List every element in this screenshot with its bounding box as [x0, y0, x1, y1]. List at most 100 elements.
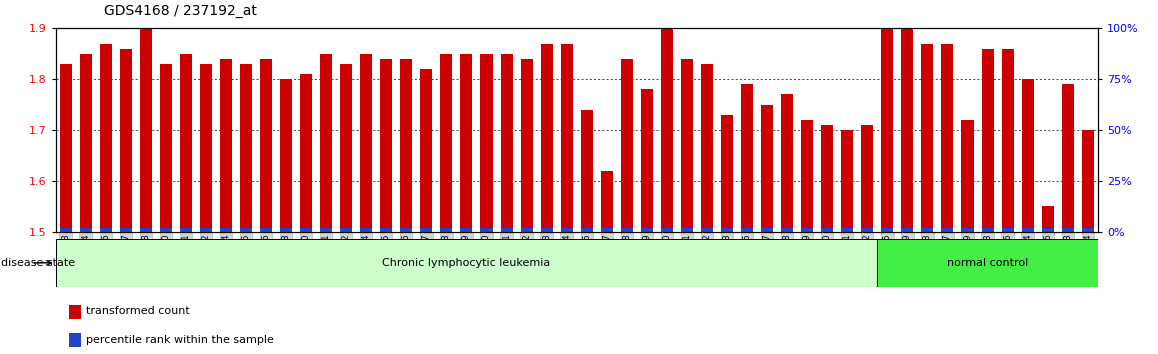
- Bar: [56, 239, 878, 287]
- Bar: [300, 228, 313, 232]
- Bar: [261, 59, 272, 232]
- Bar: [200, 228, 212, 232]
- Bar: [1002, 48, 1013, 232]
- Bar: [420, 228, 432, 232]
- Bar: [280, 228, 292, 232]
- Bar: [360, 54, 372, 232]
- Bar: [261, 228, 272, 232]
- Bar: [300, 74, 313, 232]
- Bar: [320, 54, 332, 232]
- Bar: [481, 54, 492, 232]
- Bar: [541, 44, 552, 232]
- Bar: [100, 44, 111, 232]
- Text: percentile rank within the sample: percentile rank within the sample: [86, 335, 274, 345]
- Bar: [741, 228, 753, 232]
- Bar: [821, 125, 834, 232]
- Bar: [878, 239, 1098, 287]
- Bar: [640, 89, 653, 232]
- Bar: [500, 228, 513, 232]
- Bar: [461, 54, 472, 232]
- Text: disease state: disease state: [1, 258, 75, 268]
- Bar: [782, 95, 793, 232]
- Bar: [100, 228, 111, 232]
- Bar: [580, 110, 593, 232]
- Bar: [901, 228, 914, 232]
- Bar: [360, 228, 372, 232]
- Bar: [721, 115, 733, 232]
- Bar: [541, 228, 552, 232]
- Bar: [982, 48, 994, 232]
- Bar: [220, 228, 232, 232]
- Bar: [701, 64, 713, 232]
- Bar: [140, 28, 152, 232]
- Bar: [200, 64, 212, 232]
- Bar: [1062, 84, 1073, 232]
- Bar: [340, 228, 352, 232]
- Bar: [862, 228, 873, 232]
- Bar: [961, 228, 974, 232]
- Bar: [841, 228, 853, 232]
- Bar: [401, 228, 412, 232]
- Bar: [80, 228, 91, 232]
- Bar: [1062, 228, 1073, 232]
- Bar: [761, 228, 774, 232]
- Bar: [941, 228, 953, 232]
- Bar: [560, 228, 573, 232]
- Bar: [881, 13, 893, 232]
- Bar: [59, 228, 72, 232]
- Bar: [782, 228, 793, 232]
- Bar: [681, 228, 692, 232]
- Bar: [500, 54, 513, 232]
- Bar: [1042, 206, 1054, 232]
- Bar: [179, 228, 192, 232]
- Bar: [661, 228, 673, 232]
- Bar: [1002, 228, 1013, 232]
- Bar: [119, 48, 132, 232]
- Bar: [340, 64, 352, 232]
- Bar: [220, 59, 232, 232]
- Bar: [961, 120, 974, 232]
- Bar: [621, 59, 632, 232]
- Bar: [821, 228, 834, 232]
- Bar: [280, 79, 292, 232]
- Bar: [320, 228, 332, 232]
- Bar: [240, 64, 252, 232]
- Bar: [140, 228, 152, 232]
- Bar: [1082, 228, 1094, 232]
- Bar: [440, 54, 453, 232]
- Bar: [461, 228, 472, 232]
- Bar: [1021, 79, 1034, 232]
- Bar: [741, 84, 753, 232]
- Bar: [601, 171, 613, 232]
- Bar: [1042, 228, 1054, 232]
- Bar: [481, 228, 492, 232]
- Bar: [621, 228, 632, 232]
- Bar: [179, 54, 192, 232]
- Bar: [440, 228, 453, 232]
- Bar: [862, 125, 873, 232]
- Bar: [420, 69, 432, 232]
- Bar: [401, 59, 412, 232]
- Bar: [580, 228, 593, 232]
- Bar: [380, 228, 393, 232]
- Bar: [521, 59, 533, 232]
- Bar: [240, 228, 252, 232]
- Bar: [80, 54, 91, 232]
- Bar: [922, 228, 933, 232]
- Bar: [380, 59, 393, 232]
- Text: GDS4168 / 237192_at: GDS4168 / 237192_at: [104, 4, 257, 18]
- Bar: [560, 44, 573, 232]
- Bar: [661, 13, 673, 232]
- Bar: [640, 228, 653, 232]
- Bar: [69, 333, 81, 347]
- Bar: [601, 228, 613, 232]
- Text: Chronic lymphocytic leukemia: Chronic lymphocytic leukemia: [382, 258, 550, 268]
- Text: normal control: normal control: [947, 258, 1028, 268]
- Bar: [801, 120, 813, 232]
- Bar: [119, 228, 132, 232]
- Bar: [681, 59, 692, 232]
- Bar: [701, 228, 713, 232]
- Bar: [901, 23, 914, 232]
- Bar: [982, 228, 994, 232]
- Bar: [801, 228, 813, 232]
